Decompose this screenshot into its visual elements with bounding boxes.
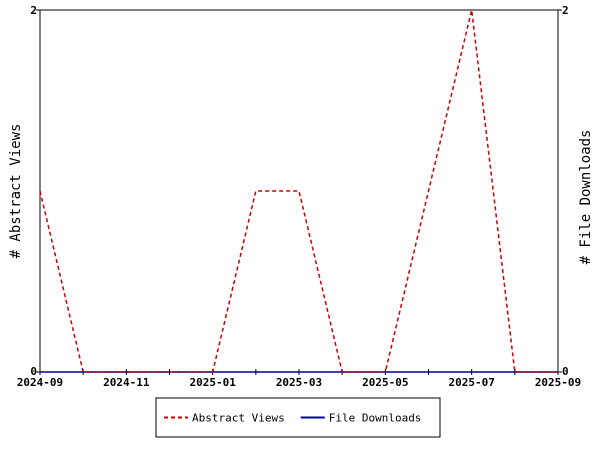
x-tick-label: 2025-03 [276,376,322,389]
y2-axis-title: # File Downloads [578,130,594,265]
legend-label: File Downloads [329,412,422,425]
plot-frame [39,9,559,373]
y2-tick-label: 0 [562,365,569,378]
y-axis-title: # Abstract Views [8,124,24,259]
x-tick-label: 2025-07 [448,376,494,389]
x-tick-label: 2025-09 [535,376,581,389]
x-tick-label: 2025-01 [189,376,236,389]
x-tick-label: 2024-11 [103,376,150,389]
y-tick-label: 0 [30,365,37,378]
legend-label: Abstract Views [192,412,285,425]
line-series [39,9,558,373]
legend-box [155,397,441,438]
x-tick-label: 2025-05 [362,376,408,389]
y-tick-label: 2 [30,4,37,17]
y2-tick-label: 2 [562,4,569,17]
x-tick-label: 2024-09 [17,376,63,389]
